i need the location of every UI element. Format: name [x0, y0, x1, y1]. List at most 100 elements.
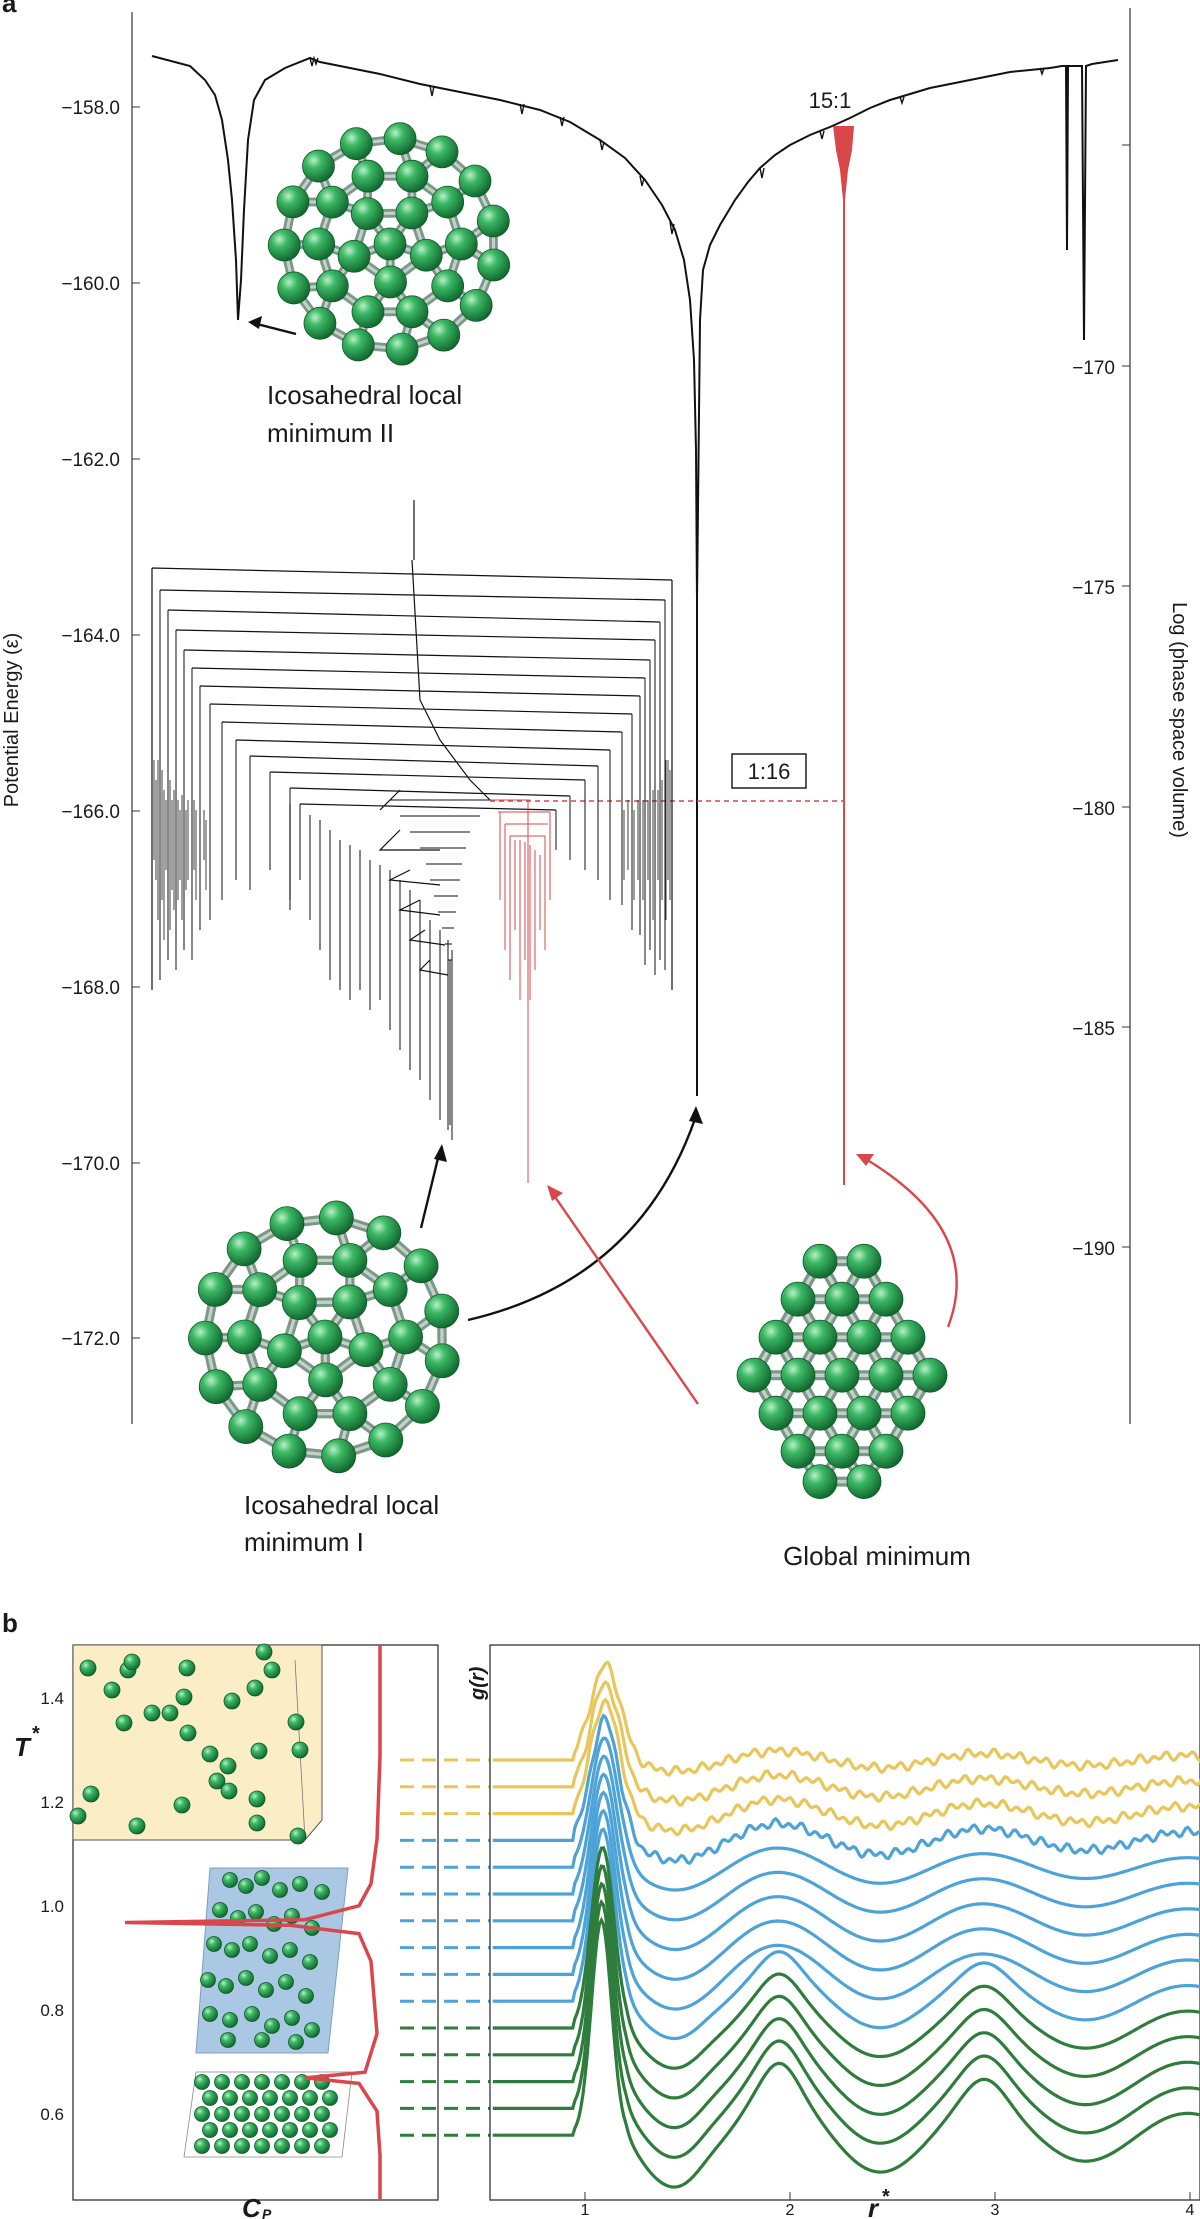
atom [459, 288, 493, 322]
atom [302, 2090, 318, 2106]
atom [128, 1817, 146, 1835]
atom [242, 1936, 258, 1952]
atom [373, 227, 407, 261]
atom [802, 1395, 838, 1431]
atom [143, 1704, 161, 1722]
atom [383, 122, 417, 156]
atom [254, 2106, 270, 2122]
gr-xtick: 2 [786, 2192, 795, 2219]
atom [846, 1319, 882, 1355]
left-ytick-label: −162.0 [61, 450, 120, 471]
atom [267, 228, 301, 262]
atom [188, 1320, 223, 1356]
tree-left-verticals [159, 590, 453, 1140]
atom [321, 1438, 357, 1474]
gr-xticks: 1 2 3 4 [581, 2192, 1195, 2219]
red-subtree [490, 799, 551, 1183]
tree-comb-left [153, 760, 207, 940]
atom [194, 2106, 210, 2122]
left-ytick-label: −158.0 [61, 98, 120, 119]
atom [477, 248, 511, 282]
atom [272, 1882, 288, 1898]
atom [201, 1745, 219, 1763]
atom [802, 1464, 838, 1499]
left-ytick-label: −164.0 [61, 626, 120, 647]
atom [395, 295, 429, 329]
atom [262, 2090, 278, 2106]
atom [348, 1332, 384, 1368]
right-yticks: −170 −175 −180 −185 −190 [1072, 144, 1130, 1260]
right-ytick: −180 [1072, 799, 1130, 820]
gr-series-line [492, 1713, 1200, 1866]
arrow-to-ico2 [252, 321, 297, 336]
left-axis-label: Potential Energy (ε) [1, 633, 23, 808]
panel-label-a: a [2, 0, 17, 18]
atom [271, 1433, 307, 1469]
atom [385, 332, 419, 366]
gr-series-line [492, 1916, 1200, 2189]
atom [220, 2032, 236, 2048]
atom [254, 1870, 270, 1886]
atom [248, 1904, 264, 1920]
liquid-snapshot [69, 1643, 323, 1845]
atom [222, 2012, 238, 2028]
gr-series-line [492, 1827, 1200, 2041]
atom [372, 1366, 408, 1402]
atom [264, 2018, 280, 2034]
atom [248, 1790, 266, 1808]
atom [424, 1343, 460, 1379]
left-ytick: −168.0 [61, 978, 140, 999]
atom [194, 2074, 210, 2090]
atom [214, 2074, 230, 2090]
atom [250, 1742, 268, 1760]
atom [289, 1827, 307, 1845]
right-ytick: −185 [1072, 1019, 1130, 1040]
atom [284, 2010, 300, 2026]
phase-volume-curve [151, 55, 1119, 1096]
cp-ytick-label: 0.8 [40, 2001, 64, 2020]
left-ytick: −172.0 [61, 1329, 140, 1350]
atom [303, 306, 337, 340]
arrow-ico1-to-main [467, 1115, 698, 1322]
atom [846, 1464, 882, 1499]
atom [322, 2122, 338, 2138]
atom [214, 2106, 230, 2122]
left-ytick-label: −168.0 [61, 978, 120, 999]
left-ytick: −166.0 [61, 802, 140, 823]
atom [431, 269, 465, 303]
gr-series-line [492, 1736, 1200, 1892]
atom [175, 1688, 193, 1706]
atom [234, 2074, 250, 2090]
atom [269, 1206, 305, 1242]
atom [242, 2090, 258, 2106]
atom [868, 1281, 904, 1317]
atom [254, 2138, 270, 2154]
atom [824, 1281, 860, 1317]
tree-right-verticals [555, 600, 666, 975]
gr-xlabel-sup: * [882, 2186, 890, 2208]
atom [315, 185, 349, 219]
tree-center-funnel [390, 799, 490, 1125]
atom [890, 1319, 926, 1355]
atom [115, 1714, 133, 1732]
atom [291, 1741, 309, 1759]
gr-xtick: 3 [991, 2192, 1000, 2219]
left-yticks: −158.0 −160.0 −162.0 −164.0 −166.0 −168.… [61, 98, 140, 1350]
right-ytick-label: −190 [1072, 1239, 1115, 1260]
atom [350, 197, 384, 231]
atom [824, 1433, 860, 1469]
label-ico2-line1: Icosahedral local [267, 380, 462, 410]
atom [307, 1319, 343, 1355]
arrow-to-ico2-head [248, 316, 262, 329]
left-ytick: −164.0 [61, 626, 140, 647]
gr-series-line [492, 1790, 1200, 1981]
solid-snapshot [183, 2071, 353, 2158]
gr-series-line [492, 1845, 1200, 2070]
atom [912, 1357, 948, 1393]
atom [173, 1796, 191, 1814]
label-ico2-line2: minimum II [267, 418, 394, 448]
atom [200, 1972, 216, 1988]
atom [276, 185, 310, 219]
left-ytick: −170.0 [61, 1154, 140, 1175]
arrow-global-to-red [552, 1193, 699, 1405]
